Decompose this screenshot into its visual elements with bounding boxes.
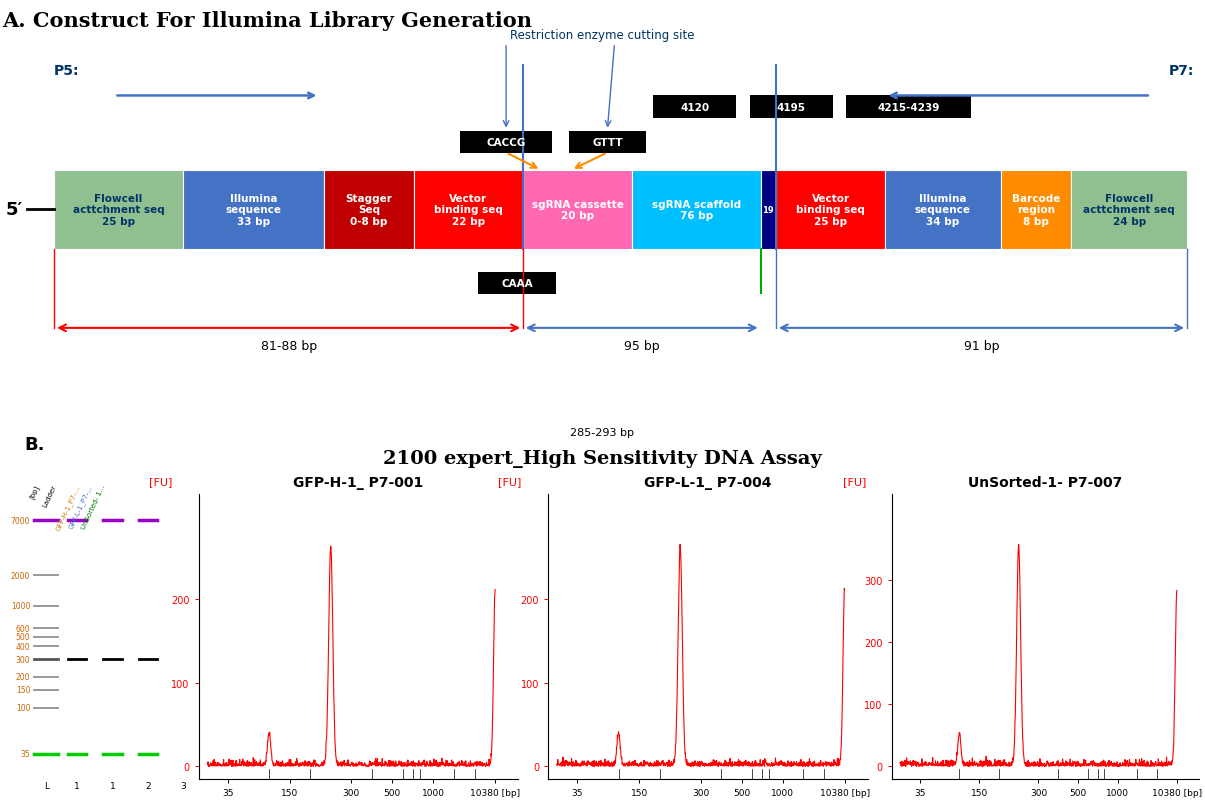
Text: A. Construct For Illumina Library Generation: A. Construct For Illumina Library Genera… [2,11,533,31]
Text: UnSorted- 1...: UnSorted- 1... [81,483,107,530]
Text: 300: 300 [16,654,30,663]
Text: Vector
binding seq
22 bp: Vector binding seq 22 bp [434,194,502,227]
Title: UnSorted-1- P7-007: UnSorted-1- P7-007 [968,475,1123,489]
FancyBboxPatch shape [1071,171,1187,250]
FancyBboxPatch shape [760,171,776,250]
Text: 1000: 1000 [11,602,30,611]
Y-axis label: [FU]: [FU] [844,476,866,487]
Text: [bp]: [bp] [29,483,41,499]
Text: 600: 600 [16,624,30,633]
Text: 4195: 4195 [776,103,806,113]
Text: 19: 19 [763,206,774,215]
Text: 91 bp: 91 bp [964,339,999,353]
Text: 150: 150 [16,685,30,694]
Text: L: L [43,781,48,790]
Text: Barcode
region
8 bp: Barcode region 8 bp [1012,194,1060,227]
Text: 7000: 7000 [11,516,30,525]
Text: 400: 400 [16,642,30,651]
Text: 3: 3 [181,781,187,790]
Text: 285-293 bp: 285-293 bp [570,427,635,437]
Text: Vector
binding seq
25 bp: Vector binding seq 25 bp [797,194,865,227]
Text: 81-88 bp: 81-88 bp [260,339,317,353]
Text: 2000: 2000 [11,571,30,580]
Text: CAAA: CAAA [501,278,533,289]
Text: 95 bp: 95 bp [624,339,659,353]
Y-axis label: [FU]: [FU] [149,476,172,487]
Text: Flowcell
acttchment seq
25 bp: Flowcell acttchment seq 25 bp [72,194,164,227]
Text: 5′: 5′ [6,201,23,219]
Text: 500: 500 [16,633,30,642]
Text: P7:: P7: [1169,63,1194,77]
Text: 2100 expert_High Sensitivity DNA Assay: 2100 expert_High Sensitivity DNA Assay [383,449,822,468]
Text: GFP-H-1_P7-...: GFP-H-1_P7-... [54,483,82,531]
FancyBboxPatch shape [324,171,413,250]
Text: Illumina
sequence
34 bp: Illumina sequence 34 bp [915,194,971,227]
Y-axis label: [FU]: [FU] [499,476,522,487]
FancyBboxPatch shape [886,171,1000,250]
FancyBboxPatch shape [1000,171,1071,250]
Title: GFP-H-1_ P7-001: GFP-H-1_ P7-001 [293,475,424,489]
FancyBboxPatch shape [523,171,633,250]
Text: CACCG: CACCG [487,138,525,148]
Text: 100: 100 [16,703,30,712]
FancyBboxPatch shape [846,97,971,119]
Text: Ladder: Ladder [41,483,57,508]
FancyBboxPatch shape [183,171,324,250]
Text: sgRNA scaffold
76 bp: sgRNA scaffold 76 bp [652,200,741,221]
FancyBboxPatch shape [653,97,736,119]
Text: 1: 1 [75,781,80,790]
Text: 2: 2 [145,781,151,790]
FancyBboxPatch shape [633,171,760,250]
FancyBboxPatch shape [413,171,523,250]
Text: Restriction enzyme cutting site: Restriction enzyme cutting site [510,28,695,41]
FancyBboxPatch shape [54,171,183,250]
Title: GFP-L-1_ P7-004: GFP-L-1_ P7-004 [645,475,771,489]
FancyBboxPatch shape [569,131,646,154]
Text: sgRNA cassette
20 bp: sgRNA cassette 20 bp [531,200,623,221]
Text: Stagger
Seq
0-8 bp: Stagger Seq 0-8 bp [346,194,393,227]
Text: 4120: 4120 [680,103,710,113]
FancyBboxPatch shape [750,97,833,119]
FancyBboxPatch shape [776,171,886,250]
Text: Illumina
sequence
33 bp: Illumina sequence 33 bp [225,194,281,227]
Text: GFP-L-1_P7-...: GFP-L-1_P7-... [67,483,94,530]
Text: GTTT: GTTT [592,138,623,148]
Text: P5:: P5: [54,63,80,77]
Text: 4215-4239: 4215-4239 [877,103,940,113]
Text: 1: 1 [110,781,116,790]
Text: 35: 35 [20,749,30,758]
Text: B.: B. [24,436,45,453]
FancyBboxPatch shape [478,272,556,294]
FancyBboxPatch shape [460,131,552,154]
Text: Flowcell
acttchment seq
24 bp: Flowcell acttchment seq 24 bp [1083,194,1175,227]
Text: 200: 200 [16,672,30,681]
